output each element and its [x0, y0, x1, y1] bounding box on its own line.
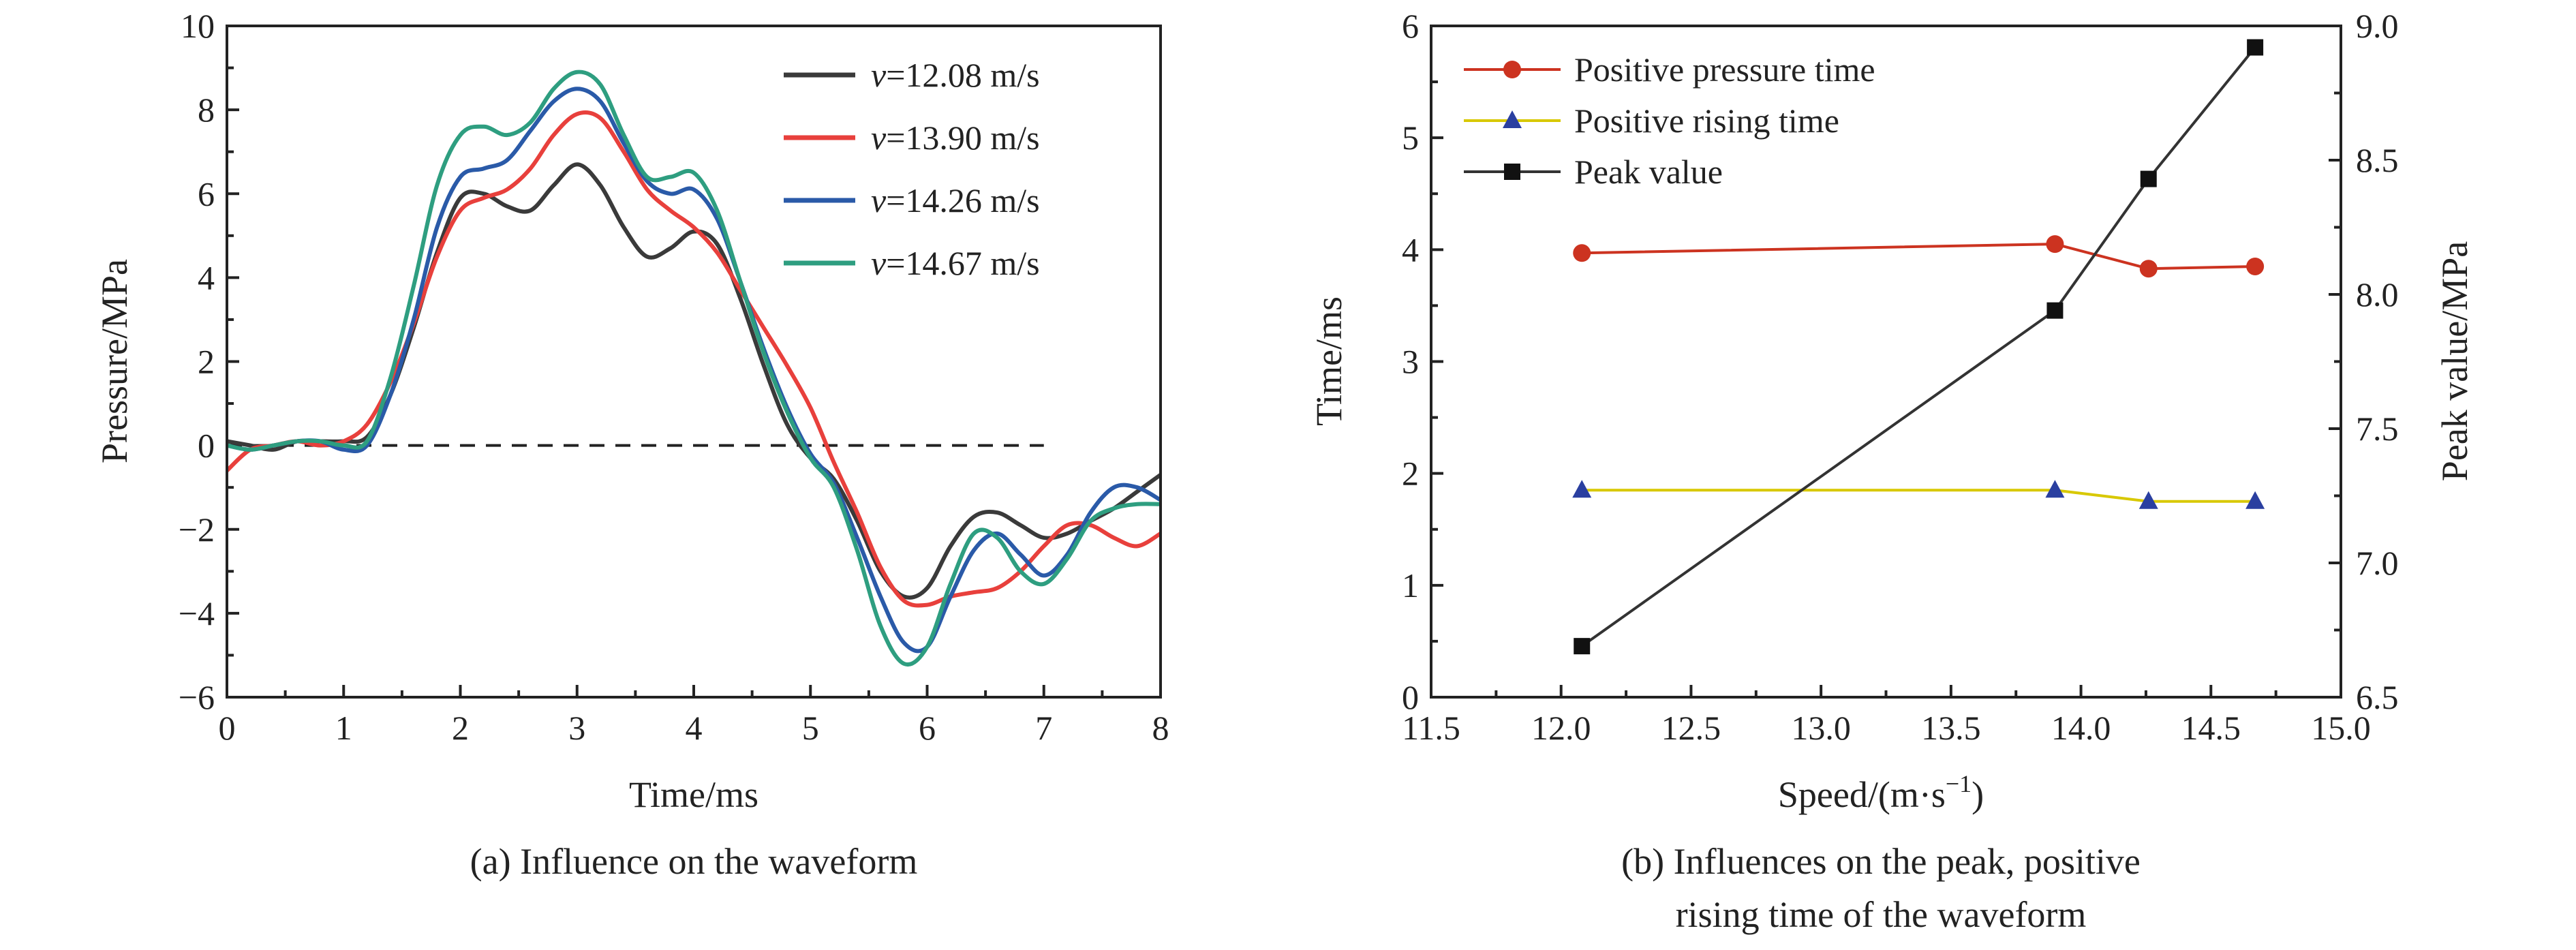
panel-b-legend-marker — [1504, 164, 1520, 180]
panel-b-y-tick-label: 1 — [1402, 566, 1419, 604]
panel-b-legend-label: Positive pressure time — [1574, 50, 1875, 89]
panel-a-y-tick-label: 6 — [198, 174, 215, 213]
panel-a-caption: (a) Influence on the waveform — [470, 841, 918, 882]
panel-b-legend-marker — [1503, 61, 1521, 78]
panel-b-legend-marker — [1503, 110, 1522, 128]
panel-b-y2-tick-label: 7.0 — [2356, 544, 2399, 582]
panel-a-y-tick-label: −6 — [179, 678, 215, 716]
panel-b-legend-label: Peak value — [1574, 153, 1723, 191]
panel-b-x-tick-label: 13.0 — [1791, 709, 1851, 747]
panel-b-legend: Positive pressure time Positive rising ti… — [1464, 50, 1875, 191]
panel-b-series-line-2 — [1582, 489, 2256, 503]
panel-b-y2-axis-title: Peak value/MPa — [2434, 241, 2475, 481]
panel-b-data-point-marker — [2247, 39, 2264, 56]
panel-b-caption-line-2: rising time of the waveform — [1676, 894, 2087, 935]
panel-b-y-tick-label: 2 — [1402, 455, 1419, 493]
panel-b-y-axis-title: Time/ms — [1308, 296, 1349, 426]
panel-a-waveform: 0 1 2 3 4 5 6 7 8 −6 −4 −2 0 2 4 6 8 10 v=12.08 m/s v=13.9… — [94, 7, 1169, 882]
panel-b-y-tick-label: 0 — [1402, 678, 1419, 716]
panel-a-y-tick-label: 2 — [198, 343, 215, 381]
panel-a-series-group — [227, 70, 1161, 667]
panel-b-data-point-marker — [2045, 480, 2065, 498]
panel-a-legend-label: v=14.26 m/s — [871, 181, 1040, 219]
panel-b-data-point-marker — [1574, 638, 1591, 655]
panel-a-y-tick-label: 10 — [181, 7, 215, 45]
panel-b-data-point-marker — [2140, 170, 2157, 187]
panel-b-peak-and-rising-time: 11.5 12.0 12.5 13.0 13.5 14.0 14.5 15.0 0 1 2 3 4 5 6 6… — [1308, 7, 2475, 935]
panel-a-plot-frame — [226, 25, 1162, 699]
panel-a-y-tick-label: −4 — [179, 594, 215, 632]
panel-b-y2-tick-label: 8.0 — [2356, 275, 2399, 313]
panel-b-legend-label: Positive rising time — [1574, 102, 1839, 140]
panel-b-y-tick-label: 6 — [1402, 7, 1419, 45]
panel-b-caption-line-1: (b) Influences on the peak, positive — [1621, 841, 2141, 882]
panel-a-legend-label: v=14.67 m/s — [871, 244, 1040, 282]
panel-b-data-point-marker — [2246, 257, 2265, 275]
panel-b-data-point-marker — [2245, 491, 2265, 509]
panel-a-y-tick-label: 8 — [198, 91, 215, 129]
panel-b-y-tick-label: 4 — [1402, 230, 1419, 269]
panel-a-y-axis-title: Pressure/MPa — [94, 259, 135, 463]
panel-b-x-tick-label: 13.5 — [1921, 709, 1981, 747]
panel-a-x-tick-label: 7 — [1035, 709, 1052, 747]
panel-b-data-point-marker — [2046, 235, 2064, 254]
panel-b-series-line-1 — [1582, 243, 2256, 271]
panel-b-data-point-marker — [2046, 302, 2064, 319]
panel-a-x-tick-label: 3 — [568, 709, 585, 747]
panel-a-series-line-3 — [227, 87, 1161, 654]
panel-b-x-tick-label: 11.5 — [1402, 709, 1460, 747]
panel-a-x-tick-label: 8 — [1152, 709, 1169, 747]
panel-b-data-point-marker — [2139, 260, 2158, 278]
panel-b-x-tick-label: 12.0 — [1531, 709, 1591, 747]
panel-b-y2-tick-label: 7.5 — [2356, 410, 2399, 448]
panel-b-y-tick-label: 3 — [1402, 343, 1419, 381]
panel-a-x-tick-label: 2 — [452, 709, 469, 747]
panel-b-data-point-marker — [1573, 244, 1591, 262]
panel-a-series-line-4 — [227, 70, 1161, 667]
panel-a-y-tick-label: 0 — [198, 427, 215, 465]
panel-a-x-tick-label: 5 — [802, 709, 819, 747]
panel-a-legend-label: v=13.90 m/s — [871, 119, 1040, 157]
panel-a-x-tick-label: 1 — [335, 709, 352, 747]
panel-b-y2-tick-label: 6.5 — [2356, 678, 2399, 716]
panel-b-data-point-marker — [2138, 491, 2158, 509]
panel-b-x-axis-title: Speed/(m·s−1) — [1778, 770, 1984, 815]
panel-a-x-tick-label: 6 — [919, 709, 936, 747]
panel-a-x-tick-label: 4 — [686, 709, 703, 747]
panel-b-y2-tick-label: 8.5 — [2356, 141, 2399, 179]
panel-b-x-tick-label: 14.0 — [2051, 709, 2111, 747]
panel-b-data-point-marker — [1572, 480, 1592, 498]
panel-a-x-tick-label: 0 — [219, 709, 236, 747]
panel-a-x-axis-title: Time/ms — [629, 774, 758, 815]
panel-b-series-group — [1572, 39, 2265, 655]
panel-a-ticks: 0 1 2 3 4 5 6 7 8 −6 −4 −2 0 2 4 6 8 10 — [179, 7, 1169, 747]
panel-b-series-line-3 — [1581, 46, 2256, 647]
panel-a-y-tick-label: 4 — [198, 258, 215, 296]
panel-b-x-tick-label: 12.5 — [1661, 709, 1721, 747]
panel-b-y-tick-label: 5 — [1402, 119, 1419, 157]
panel-b-ticks: 11.5 12.0 12.5 13.0 13.5 14.0 14.5 15.0 0 1 2 3 4 5 6 6… — [1402, 7, 2399, 747]
panel-b-x-tick-label: 15.0 — [2311, 709, 2371, 747]
panel-b-y2-tick-label: 9.0 — [2356, 7, 2399, 45]
panel-a-legend: v=12.08 m/s v=13.90 m/s v=14.26 m/s v=14.67… — [784, 56, 1040, 282]
panel-a-legend-label: v=12.08 m/s — [871, 56, 1040, 94]
panel-b-plot-frame — [1430, 25, 2342, 699]
panel-a-y-tick-label: −2 — [179, 510, 215, 549]
panel-b-x-tick-label: 14.5 — [2181, 709, 2241, 747]
